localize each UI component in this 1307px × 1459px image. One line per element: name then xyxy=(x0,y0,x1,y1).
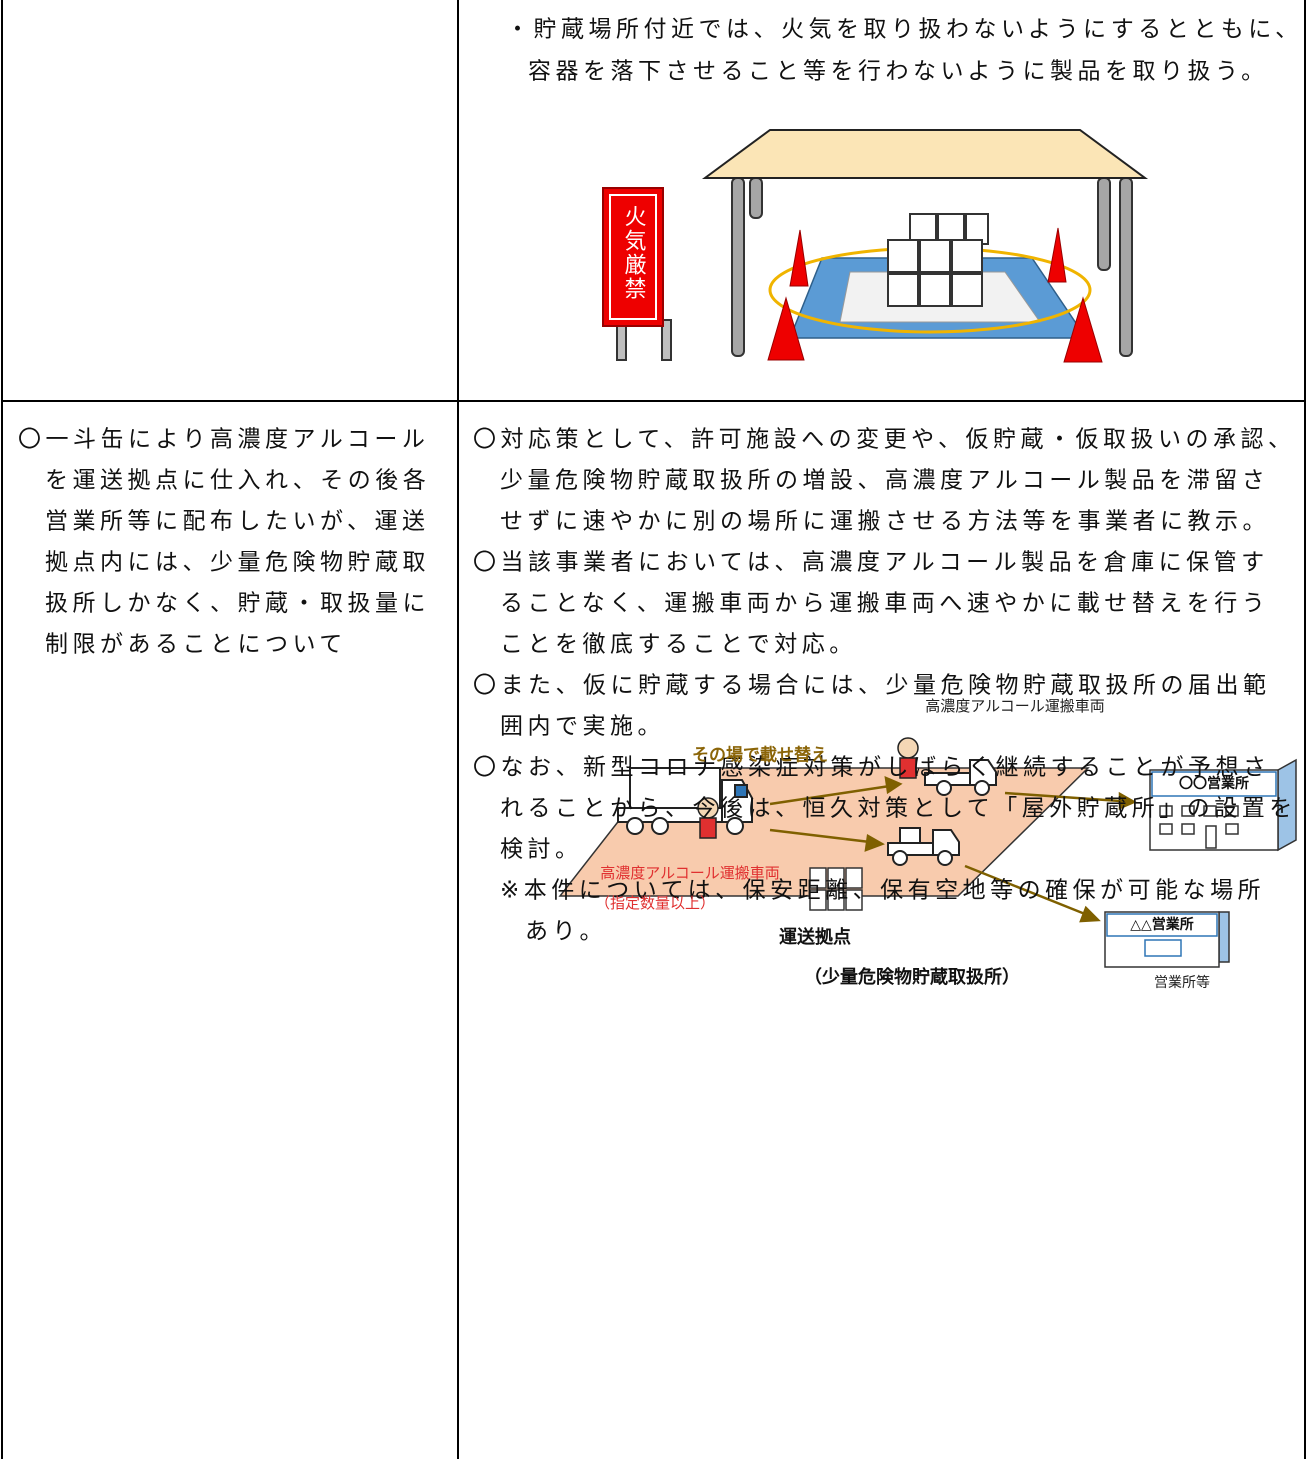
label: その場で載せ替え xyxy=(692,745,828,766)
issue-line: 制限があることについて xyxy=(45,632,347,658)
response-line: あり。 xyxy=(525,919,607,945)
response-line: 〇対応策として、許可施設への変更や、仮貯蔵・仮取扱いの承認、 xyxy=(473,427,1295,453)
transfer-illustration xyxy=(558,737,1297,968)
label: 営業所等 xyxy=(1154,974,1210,991)
response-line: 検討。 xyxy=(500,837,583,863)
response-line: 〇なお、新型コロナ感染症対策がしばらく継続することが予想さ xyxy=(473,755,1271,781)
response-line: 囲内で実施。 xyxy=(500,714,665,740)
label: △△営業所 xyxy=(1130,916,1194,933)
response-line: れることから、今後は、恒久対策として「屋外貯蔵所」の設置を xyxy=(500,796,1297,822)
storage-illustration xyxy=(602,129,1149,363)
response-line: 少量危険物貯蔵取扱所の増設、高濃度アルコール製品を滞留さ xyxy=(500,468,1269,494)
response-line: 〇当該事業者においては、高濃度アルコール製品を倉庫に保管す xyxy=(473,550,1269,576)
label: （指定数量以上） xyxy=(595,894,715,912)
issue-line: 〇一斗缶により高濃度アルコール xyxy=(18,427,429,453)
response-line: ることなく、運搬車両から運搬車両へ速やかに載せ替えを行う xyxy=(500,591,1269,617)
label: 運送拠点 xyxy=(779,926,851,948)
label: （少量危険物貯蔵取扱所） xyxy=(804,966,1020,988)
note-line: 容器を落下させること等を行わないように製品を取り扱う。 xyxy=(528,59,1269,85)
response-line: ことを徹底することで対応。 xyxy=(500,632,857,658)
response-line: ※本件については、保安距離、保有空地等の確保が可能な場所 xyxy=(500,878,1265,904)
response-line: 〇また、仮に貯蔵する場合には、少量危険物貯蔵取扱所の届出範 xyxy=(473,673,1271,699)
note-line: ・貯蔵場所付近では、火気を取り扱わないようにするとともに、 xyxy=(506,17,1303,43)
issue-line: を運送拠点に仕入れ、その後各 xyxy=(45,468,430,494)
fire-sign-text: 火気厳禁 xyxy=(621,205,647,301)
issue-line: 営業所等に配布したいが、運送 xyxy=(45,509,430,535)
label: 高濃度アルコール運搬車両 xyxy=(925,697,1105,715)
issue-line: 拠点内には、少量危険物貯蔵取 xyxy=(45,550,430,576)
label: 高濃度アルコール運搬車両 xyxy=(600,864,780,882)
issue-line: 扱所しかなく、貯蔵・取扱量に xyxy=(45,591,430,617)
response-line: せずに速やかに別の場所に運搬させる方法等を事業者に教示。 xyxy=(500,509,1270,535)
label: 〇〇営業所 xyxy=(1179,775,1249,792)
